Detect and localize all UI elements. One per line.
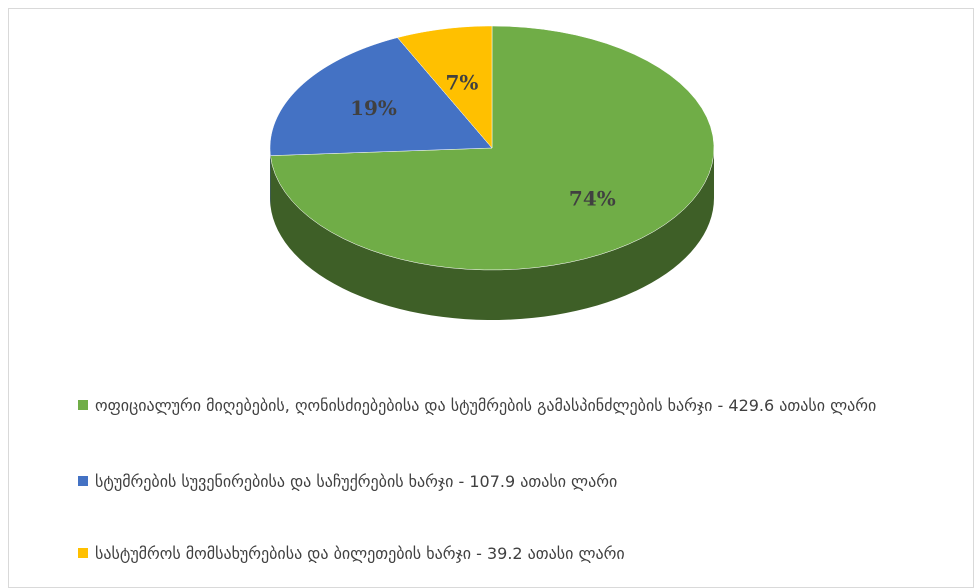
legend-label: ოფიციალური მიღებების, ღონისძიებებისა და … (95, 396, 876, 415)
legend-entry: სტუმრების სუვენირებისა და საჩუქრების ხარ… (78, 466, 938, 498)
data-label: 7% (446, 71, 479, 95)
legend-entry: ოფიციალური მიღებების, ღონისძიებებისა და … (78, 390, 938, 422)
chart: 74% 19% 7% (0, 0, 979, 360)
legend-swatch (78, 476, 88, 486)
legend-entry: სასტუმროს მომსახურებისა და ბილეთების ხარ… (78, 538, 938, 570)
legend-swatch (78, 548, 88, 558)
legend-swatch (78, 400, 88, 410)
page: 74% 19% 7% ოფიციალური მიღებების, ღონისძიებ… (0, 0, 979, 576)
data-label: 19% (350, 96, 397, 120)
data-label: 74% (569, 186, 616, 210)
legend-label: სტუმრების სუვენირებისა და საჩუქრების ხარ… (95, 472, 617, 491)
legend-label: სასტუმროს მომსახურებისა და ბილეთების ხარ… (95, 544, 625, 563)
